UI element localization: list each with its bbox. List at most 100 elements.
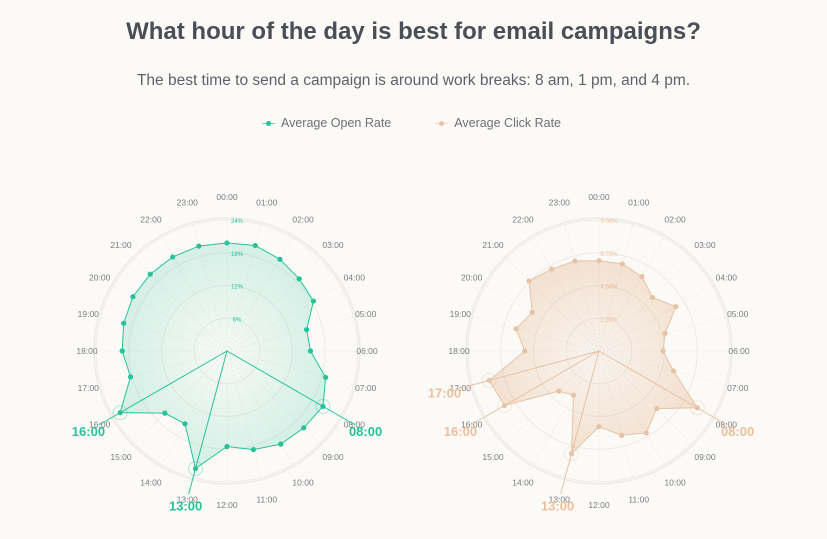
- data-point: [192, 465, 199, 472]
- hour-label: 11:00: [256, 494, 277, 504]
- data-point: [556, 388, 562, 394]
- data-point: [526, 278, 532, 284]
- data-point: [252, 242, 258, 249]
- hour-label: 12:00: [588, 500, 610, 510]
- grid-circle: [467, 219, 731, 483]
- highlight-ring: [689, 400, 705, 416]
- hour-label: 11:00: [628, 494, 649, 504]
- data-point: [224, 443, 230, 450]
- series-area: [488, 260, 699, 455]
- data-point: [639, 274, 645, 280]
- hour-label: 01:00: [256, 198, 278, 208]
- hour-label: 23:00: [549, 198, 571, 208]
- highlight-ring: [563, 446, 579, 462]
- data-point: [196, 243, 202, 249]
- hour-label: 17:00: [78, 383, 100, 393]
- grid-circle-outer: [465, 217, 733, 485]
- radial-tick-label: 24%: [231, 219, 244, 225]
- hour-label: 21:00: [482, 240, 504, 250]
- data-point: [278, 441, 284, 447]
- data-point: [596, 258, 602, 264]
- hour-label: 13:00: [177, 494, 199, 504]
- legend-label: Average Open Rate: [280, 116, 392, 130]
- highlight-label: 16:00: [72, 424, 105, 439]
- hour-label: 20:00: [89, 273, 111, 283]
- hour-label: 00:00: [216, 192, 238, 202]
- data-point: [522, 348, 528, 354]
- data-point: [694, 405, 700, 411]
- highlight-line: [560, 350, 600, 495]
- hour-label: 22:00: [140, 214, 162, 224]
- radar-chart-click-rate: 00:00 01:00 02:00 03:00 04:00 05:00 06:00 07:00…: [428, 192, 754, 514]
- hour-label: 18:00: [76, 346, 98, 356]
- data-point: [619, 261, 625, 267]
- hour-label: 10:00: [664, 478, 686, 488]
- hour-label: 19:00: [78, 309, 100, 319]
- hour-label: 06:00: [356, 346, 378, 356]
- hour-label: 03:00: [322, 240, 344, 250]
- data-point: [660, 348, 666, 354]
- hour-label: 05:00: [355, 309, 377, 319]
- hour-label: 15:00: [482, 452, 504, 462]
- hour-label: 20:00: [461, 273, 483, 283]
- data-point: [529, 309, 535, 316]
- data-point: [570, 392, 577, 398]
- hour-label: 10:00: [292, 478, 314, 488]
- radar-chart-open-rate: 00:00 01:00 02:00 03:00 04:00 05:00 06:00 07:00…: [72, 192, 382, 514]
- highlight-line: [226, 350, 356, 426]
- data-point: [277, 256, 283, 262]
- legend-item-click-rate[interactable]: Average Click Rate: [435, 116, 562, 130]
- highlight-label: 16:00: [444, 424, 477, 439]
- page-title: What hour of the day is best for email c…: [126, 18, 701, 45]
- data-point: [301, 425, 307, 431]
- data-point: [130, 294, 136, 300]
- hour-label: 21:00: [110, 240, 132, 250]
- data-point: [117, 410, 123, 416]
- hour-label: 04:00: [344, 273, 366, 283]
- data-point: [170, 254, 176, 260]
- radial-tick-label: 9.00%: [600, 219, 618, 225]
- grid-circle-outer: [93, 217, 361, 485]
- highlight-line: [470, 350, 600, 426]
- data-point: [147, 271, 153, 277]
- chart-legend: Average Open Rate Average Click Rate: [0, 116, 827, 130]
- hour-label: 15:00: [110, 452, 132, 462]
- highlight-label: 08:00: [349, 424, 382, 439]
- highlight-ring: [315, 398, 331, 414]
- data-point: [501, 402, 508, 409]
- data-point: [673, 304, 679, 310]
- data-point: [307, 348, 314, 354]
- highlight-line: [455, 350, 600, 390]
- highlight-label: 17:00: [428, 385, 461, 400]
- data-point: [572, 258, 578, 264]
- hour-label: 02:00: [664, 214, 686, 224]
- data-point: [121, 320, 127, 326]
- grid-circle: [500, 252, 698, 450]
- data-point: [322, 374, 329, 381]
- page-subtitle: The best time to send a campaign is arou…: [136, 72, 691, 89]
- legend-marker-open-icon: [261, 120, 275, 126]
- legend-label: Average Click Rate: [454, 116, 562, 130]
- data-point: [127, 374, 134, 380]
- data-point: [320, 403, 326, 410]
- hour-label: 06:00: [728, 346, 750, 356]
- data-point: [670, 368, 677, 374]
- hour-label: 13:00: [549, 494, 571, 504]
- hour-label: 00:00: [588, 192, 610, 202]
- highlight-ring: [496, 398, 512, 414]
- data-point: [182, 421, 188, 427]
- hour-label: 19:00: [450, 309, 472, 319]
- hour-label: 01:00: [628, 198, 650, 208]
- data-point: [568, 451, 575, 457]
- hour-label: 09:00: [322, 452, 344, 462]
- highlight-ring: [481, 372, 497, 388]
- legend-item-open-rate[interactable]: Average Open Rate: [261, 116, 392, 130]
- data-point: [296, 276, 302, 282]
- data-point: [250, 446, 257, 453]
- data-point: [596, 424, 602, 430]
- hour-label: 09:00: [694, 452, 716, 462]
- hour-label: 14:00: [512, 478, 534, 488]
- data-point: [619, 432, 625, 438]
- data-point: [162, 410, 168, 416]
